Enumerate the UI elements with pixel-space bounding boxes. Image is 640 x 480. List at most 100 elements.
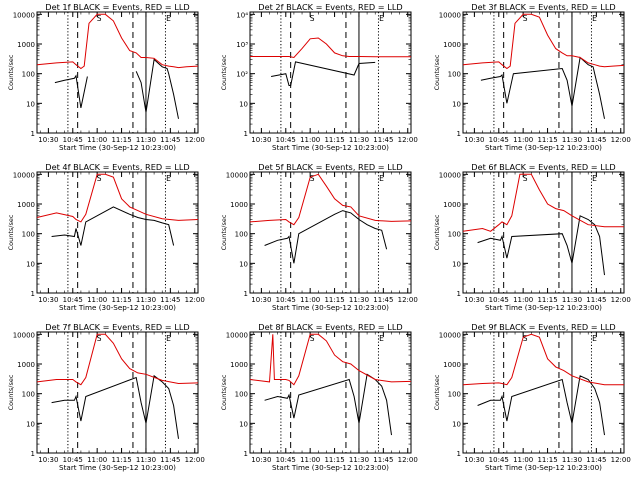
y-tick-label: 1000 [17,361,35,369]
y-axis-label: Counts/sec [220,54,228,90]
phase-marker: S [523,14,528,23]
x-tick-label: 11:00 [300,296,320,304]
y-tick-label: 10000 [226,171,248,179]
phase-marker: S [97,174,102,183]
plot-frame [36,331,199,454]
phase-marker: E [592,174,597,183]
x-tick-label: 11:45 [160,296,180,304]
x-axis-label: Start Time (30-Sep-12 10:23:00) [59,143,176,152]
series-line-lld [36,333,199,386]
y-tick-label: 1 [457,290,461,298]
y-tick-label: 100 [22,71,35,79]
phase-marker: E [592,14,597,23]
phase-marker: E [379,14,384,23]
panel-title: Det 1f BLACK = Events, RED = LLD [45,2,189,12]
detector-panel-9: Det 9f BLACK = Events, RED = LLD 1 10 100 10… [433,322,631,472]
x-tick-label: 11:30 [349,136,369,144]
x-tick-label: 10:30 [251,296,271,304]
detector-panel-5: Det 5f BLACK = Events, RED = LLD 1 10 100 10… [220,162,418,312]
phase-marker: S [523,334,528,343]
x-axis-label: Start Time (30-Sep-12 10:23:00) [272,303,389,312]
phase-marker: S [310,14,315,23]
y-tick-label: 100 [448,71,461,79]
x-tick-label: 10:30 [464,456,484,464]
x-tick-label: 12:00 [398,136,418,144]
x-tick-label: 10:45 [276,136,296,144]
y-tick-label: 1 [31,450,35,458]
x-tick-label: 11:30 [562,456,582,464]
y-tick-label: 1000 [17,201,35,209]
x-tick-label: 11:15 [537,296,557,304]
series-line-lld [462,333,624,386]
x-tick-label: 11:30 [562,136,582,144]
x-tick-label: 11:15 [111,456,131,464]
panel-title: Det 8f BLACK = Events, RED = LLD [258,322,402,332]
y-axis-label: Counts/sec [7,214,15,250]
x-tick-label: 10:30 [38,456,58,464]
y-tick-label: 1 [31,130,35,138]
phase-marker: S [310,334,315,343]
phase-marker: S [97,334,102,343]
x-tick-label: 10:45 [63,296,83,304]
x-tick-label: 11:45 [586,296,606,304]
y-axis-label: Counts/sec [433,374,441,410]
x-tick-label: 11:15 [111,296,131,304]
plot-frame [249,171,412,294]
plot-frame [462,11,625,134]
y-tick-label: 1000 [230,361,248,369]
x-tick-label: 11:00 [87,136,107,144]
x-tick-label: 12:00 [185,296,205,304]
panel-title: Det 6f BLACK = Events, RED = LLD [471,162,615,172]
x-tick-label: 12:00 [185,456,205,464]
y-tick-label: 100 [22,231,35,239]
x-tick-label: 10:30 [464,136,484,144]
series-line-lld [249,333,412,386]
x-tick-label: 10:30 [38,296,58,304]
y-tick-label: 10 [452,260,461,268]
y-axis-label: Counts/sec [220,374,228,410]
y-tick-label: 1000 [443,41,461,49]
x-tick-label: 12:00 [611,296,631,304]
y-tick-label: 10⁴ [236,11,248,19]
x-tick-label: 10:45 [489,296,509,304]
x-tick-label: 10:45 [489,136,509,144]
x-tick-label: 11:45 [586,456,606,464]
x-tick-label: 12:00 [185,136,205,144]
y-tick-label: 1 [244,130,248,138]
x-tick-label: 11:00 [513,296,533,304]
detector-panel-6: Det 6f BLACK = Events, RED = LLD 1 10 100 10… [433,162,631,312]
series-line-events [54,74,88,109]
x-axis-label: Start Time (30-Sep-12 10:23:00) [59,303,176,312]
y-tick-label: 100 [22,391,35,399]
x-tick-label: 10:45 [63,456,83,464]
detector-panel-2: Det 2f BLACK = Events, RED = LLD 1 10 10² 10… [220,2,418,152]
series-line-lld [249,173,412,226]
x-tick-label: 11:00 [300,136,320,144]
y-tick-label: 10 [26,420,35,428]
plot-frame [462,331,625,454]
x-tick-label: 11:30 [349,456,369,464]
series-line-lld [36,173,199,223]
x-tick-label: 10:45 [276,296,296,304]
y-tick-label: 10 [452,100,461,108]
y-tick-label: 10000 [13,11,35,19]
plot-frame [462,171,625,294]
y-tick-label: 1000 [230,201,248,209]
x-axis-label: Start Time (30-Sep-12 10:23:00) [59,463,176,472]
y-tick-label: 10000 [439,171,461,179]
x-tick-label: 12:00 [611,136,631,144]
series-line-events [480,56,605,119]
series-line-events [271,61,376,86]
y-tick-label: 10 [239,100,248,108]
x-tick-label: 11:30 [349,296,369,304]
x-tick-label: 11:00 [87,296,107,304]
series-line-lld [250,37,411,59]
x-tick-label: 10:30 [251,456,271,464]
x-tick-label: 11:45 [373,456,393,464]
x-tick-label: 11:45 [586,136,606,144]
detector-panel-7: Det 7f BLACK = Events, RED = LLD 1 10 100 10… [7,322,205,472]
y-tick-label: 10³ [236,41,248,49]
x-tick-label: 12:00 [611,456,631,464]
x-tick-label: 11:45 [373,136,393,144]
phase-marker: E [166,14,171,23]
